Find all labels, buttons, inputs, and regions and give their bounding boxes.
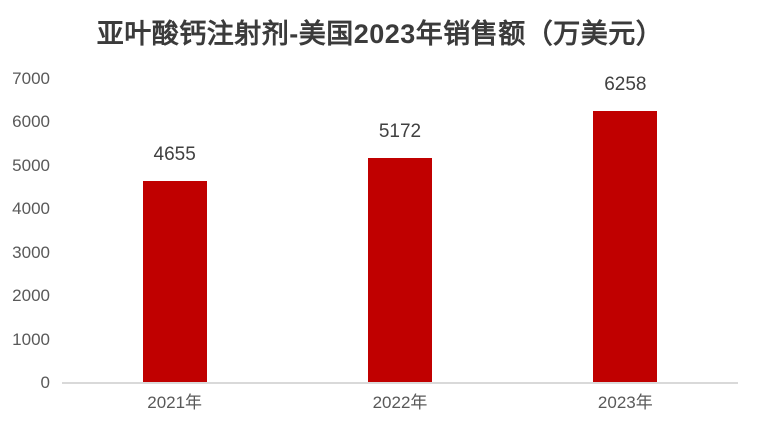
- x-category-label: 2022年: [372, 393, 428, 412]
- y-tick-label: 5000: [12, 155, 50, 175]
- x-axis-line: [62, 382, 738, 384]
- data-label: 5172: [378, 121, 422, 143]
- y-tick-label: 6000: [12, 112, 50, 132]
- y-tick-label: 0: [40, 373, 50, 392]
- y-tick-label: 3000: [12, 242, 50, 262]
- x-category-label: 2021年: [147, 393, 203, 412]
- x-category-label: 2023年: [597, 393, 653, 412]
- y-tick-label: 2000: [12, 286, 50, 306]
- chart-title: 亚叶酸钙注射剂-美国2023年销售额（万美元）: [96, 19, 664, 49]
- bar-2021年: [142, 180, 207, 383]
- bar-2022年: [368, 158, 432, 383]
- data-label: 4655: [153, 143, 196, 165]
- data-label: 6258: [604, 74, 647, 96]
- bar-2023年: [593, 111, 658, 383]
- y-tick-label: 4000: [12, 199, 50, 219]
- y-tick-label: 1000: [12, 329, 50, 349]
- y-tick-label: 7000: [12, 69, 50, 88]
